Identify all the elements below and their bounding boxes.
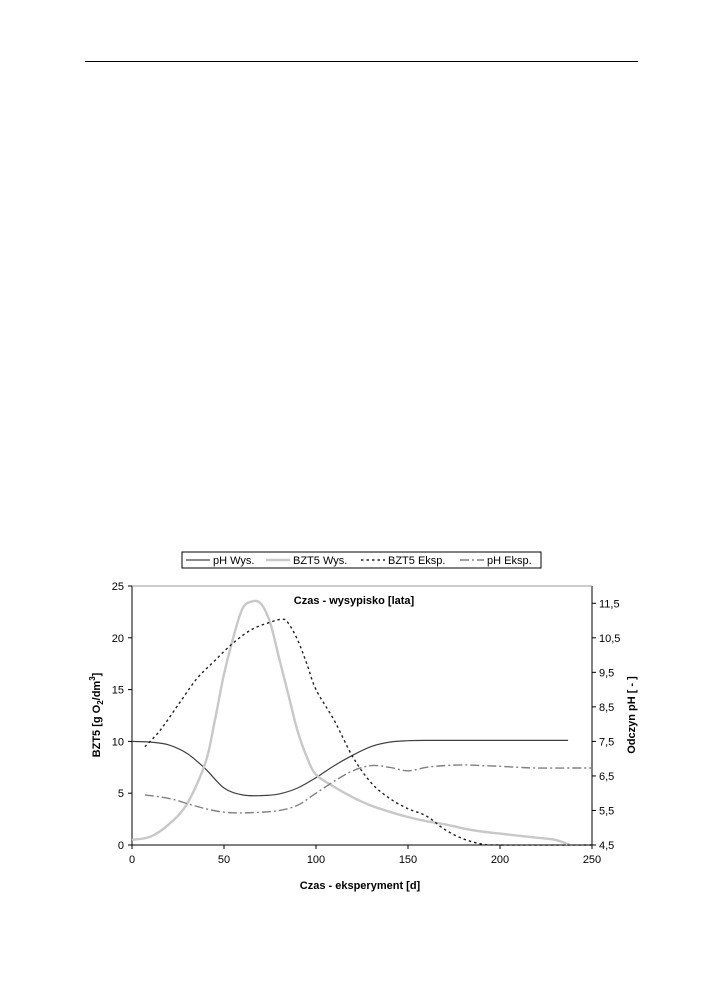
y-tick-label: 20 bbox=[112, 633, 124, 645]
y-tick-label: 5 bbox=[118, 788, 124, 800]
x-axis-title: Czas - eksperyment [d] bbox=[300, 880, 421, 892]
y2-tick-label: 7,5 bbox=[599, 736, 614, 748]
page-header-rule bbox=[85, 61, 638, 62]
y-tick-label: 15 bbox=[112, 685, 124, 697]
x-tick-label: 100 bbox=[307, 854, 325, 866]
axes bbox=[128, 585, 596, 849]
y2-tick-label: 4,5 bbox=[599, 840, 614, 852]
x-tick-label: 150 bbox=[399, 854, 417, 866]
y2-tick-label: 10,5 bbox=[599, 633, 620, 645]
y2-tick-label: 5,5 bbox=[599, 805, 614, 817]
y2-axis-title: Odczyn pH [ - ] bbox=[626, 676, 638, 754]
y-tick-label: 10 bbox=[112, 736, 124, 748]
y-tick-label: 25 bbox=[112, 581, 124, 593]
y-tick-label: 0 bbox=[118, 840, 124, 852]
y2-tick-label: 11,5 bbox=[599, 598, 620, 610]
y-axis-title: BZT5 [g O2/dm3] bbox=[88, 672, 105, 757]
series-bzt5-wys bbox=[131, 599, 571, 847]
secondary-x-title: Czas - wysypisko [lata] bbox=[294, 595, 415, 607]
y2-tick-label: 8,5 bbox=[599, 702, 614, 714]
series-bzt5-eksp bbox=[144, 618, 593, 846]
legend-label-bzt5-wys: BZT5 Wys. bbox=[293, 555, 347, 567]
legend-label-ph-eksp: pH Eksp. bbox=[487, 555, 532, 567]
x-tick-label: 50 bbox=[218, 854, 230, 866]
series-lines bbox=[131, 599, 593, 847]
y2-tick-label: 6,5 bbox=[599, 771, 614, 783]
legend: pH Wys. BZT5 Wys. BZT5 Eksp. pH Eksp. bbox=[181, 551, 542, 569]
x-tick-label: 0 bbox=[129, 854, 135, 866]
x-tick-label: 250 bbox=[583, 854, 601, 866]
y2-tick-label: 9,5 bbox=[599, 667, 614, 679]
x-tick-label: 200 bbox=[491, 854, 509, 866]
legend-label-ph-wys: pH Wys. bbox=[213, 555, 254, 567]
legend-label-bzt5-eksp: BZT5 Eksp. bbox=[388, 555, 445, 567]
series-ph-wys bbox=[131, 739, 569, 797]
tick-labels: 0 50 100 150 200 250 0 5 10 15 20 25 4,5 5,5 6,5 7,5 8,5… bbox=[112, 581, 621, 866]
